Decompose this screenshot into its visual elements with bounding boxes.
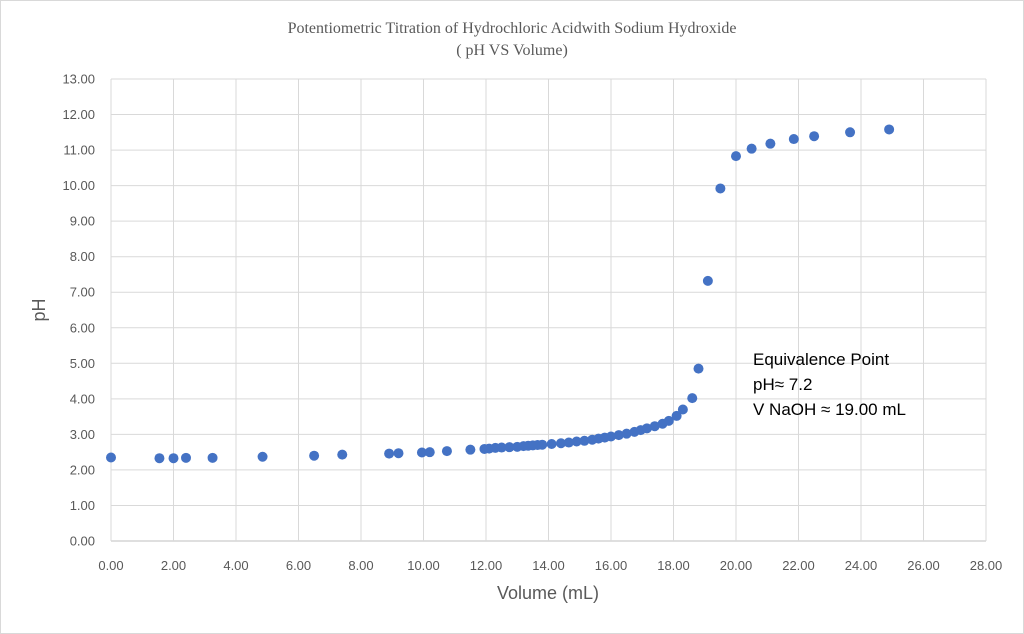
x-tick-label: 12.00: [470, 558, 503, 573]
gridlines: [110, 78, 987, 542]
data-points: [106, 124, 895, 464]
x-axis-ticks: 0.00 2.00 4.00 6.00 8.00 10.00 12.00 14.00 16.00…: [98, 558, 1002, 573]
data-point: [393, 448, 404, 459]
data-point: [556, 438, 566, 449]
data-point: [416, 447, 427, 458]
data-point: [606, 431, 616, 442]
x-tick-label: 26.00: [907, 558, 940, 573]
data-point: [715, 183, 726, 194]
x-tick-label: 14.00: [532, 558, 565, 573]
annotation-line-3: V NaOH ≈ 19.00 mL: [753, 400, 906, 419]
y-axis-ticks: 0.00 1.00 2.00 3.00 4.00 5.00 6.00 7.00 8.00 9.00…: [62, 72, 95, 549]
x-tick-label: 8.00: [348, 558, 373, 573]
data-point: [207, 452, 218, 463]
data-point: [441, 446, 452, 457]
data-point: [641, 423, 652, 434]
x-tick-label: 4.00: [223, 558, 248, 573]
data-point: [845, 127, 856, 138]
data-point: [537, 439, 548, 450]
annotation: Equivalence Point pH≈ 7.2 V NaOH ≈ 19.00…: [753, 350, 906, 419]
data-point: [504, 442, 515, 453]
y-tick-label: 3.00: [70, 427, 95, 442]
data-point: [702, 275, 713, 286]
data-point: [884, 124, 895, 135]
y-tick-label: 1.00: [70, 498, 95, 513]
data-point: [731, 151, 741, 162]
x-tick-label: 2.00: [161, 558, 186, 573]
data-point: [809, 131, 820, 142]
y-axis-title: pH: [29, 298, 49, 321]
data-point: [563, 437, 574, 448]
y-tick-label: 7.00: [70, 285, 95, 300]
x-tick-label: 20.00: [720, 558, 753, 573]
data-point: [496, 442, 507, 453]
y-tick-label: 4.00: [70, 391, 95, 406]
x-tick-label: 24.00: [845, 558, 878, 573]
data-point: [663, 415, 674, 426]
data-point: [154, 453, 165, 464]
y-tick-label: 2.00: [70, 462, 95, 477]
x-tick-label: 28.00: [970, 558, 1003, 573]
x-axis-title: Volume (mL): [497, 583, 599, 603]
data-point: [424, 447, 435, 458]
y-tick-label: 8.00: [70, 249, 95, 264]
data-point: [257, 451, 268, 462]
chart-subtitle: ( pH VS Volume): [456, 42, 568, 59]
data-point: [106, 452, 116, 463]
chart-title: Potentiometric Titration of Hydrochloric…: [288, 20, 737, 37]
data-point: [384, 448, 395, 459]
data-point: [309, 450, 320, 461]
y-tick-label: 9.00: [70, 214, 95, 229]
y-tick-label: 5.00: [70, 356, 95, 371]
x-tick-label: 16.00: [595, 558, 628, 573]
x-tick-label: 0.00: [98, 558, 123, 573]
data-point: [621, 428, 632, 439]
data-point: [571, 436, 582, 447]
x-tick-label: 22.00: [782, 558, 815, 573]
data-point: [687, 393, 698, 404]
data-point: [546, 438, 557, 449]
data-point: [649, 421, 660, 432]
x-tick-label: 6.00: [286, 558, 311, 573]
x-tick-label: 10.00: [407, 558, 440, 573]
y-tick-label: 11.00: [63, 143, 95, 158]
data-point: [337, 449, 348, 460]
data-point: [693, 363, 704, 374]
y-tick-label: 10.00: [62, 178, 95, 193]
data-point: [579, 435, 590, 446]
data-point: [181, 452, 191, 463]
data-point: [788, 134, 799, 145]
annotation-line-2: pH≈ 7.2: [753, 375, 812, 394]
data-point: [671, 410, 682, 421]
x-tick-label: 18.00: [657, 558, 690, 573]
y-tick-label: 6.00: [70, 320, 95, 335]
data-point: [168, 453, 179, 464]
data-point: [465, 444, 476, 455]
data-point: [613, 430, 624, 441]
data-point: [746, 143, 757, 154]
data-point: [677, 404, 688, 415]
y-tick-label: 0.00: [70, 534, 95, 549]
annotation-line-1: Equivalence Point: [753, 350, 889, 369]
y-tick-label: 13.00: [62, 72, 95, 87]
data-point: [765, 138, 776, 149]
y-tick-label: 12.00: [62, 107, 95, 122]
